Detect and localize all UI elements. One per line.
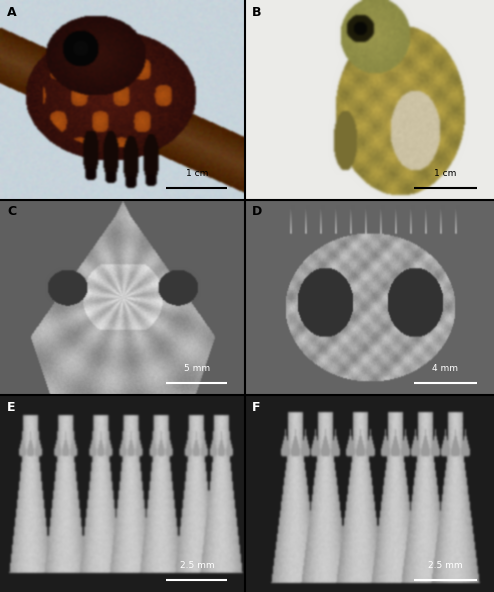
Text: C: C bbox=[7, 205, 16, 218]
Text: 5 mm: 5 mm bbox=[184, 364, 210, 374]
Text: E: E bbox=[7, 401, 16, 414]
Text: B: B bbox=[252, 6, 261, 19]
Text: 2.5 mm: 2.5 mm bbox=[179, 561, 214, 570]
Text: D: D bbox=[252, 205, 262, 218]
Text: 2.5 mm: 2.5 mm bbox=[428, 561, 463, 570]
Text: F: F bbox=[252, 401, 260, 414]
Text: 1 cm: 1 cm bbox=[186, 169, 208, 178]
Text: 4 mm: 4 mm bbox=[432, 364, 458, 374]
Text: 1 cm: 1 cm bbox=[434, 169, 456, 178]
Text: A: A bbox=[7, 6, 17, 19]
